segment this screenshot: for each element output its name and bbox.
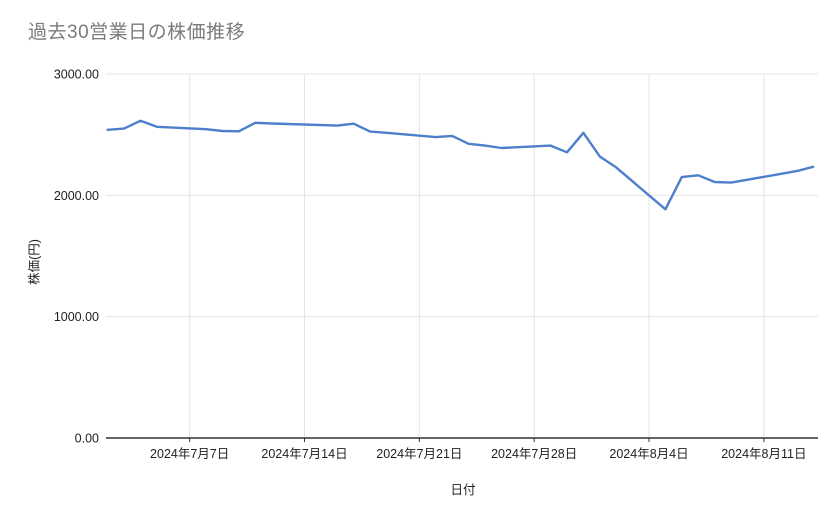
x-tick-label: 2024年7月14日 — [261, 447, 347, 461]
y-tick-label: 0.00 — [75, 432, 99, 446]
y-tick-label: 3000.00 — [54, 68, 99, 82]
x-tick-label: 2024年8月11日 — [721, 447, 806, 461]
stock-price-line — [106, 119, 815, 211]
y-tick-label: 2000.00 — [54, 189, 99, 203]
chart-title: 過去30営業日の株価推移 — [28, 22, 246, 43]
x-tick-label: 2024年7月7日 — [150, 447, 229, 461]
x-tick-label: 2024年7月21日 — [376, 447, 462, 461]
y-tick-label: 1000.00 — [54, 310, 99, 324]
x-tick-label: 2024年7月28日 — [491, 447, 577, 461]
x-axis-title: 日付 — [450, 483, 476, 497]
x-tick-label: 2024年8月4日 — [609, 447, 688, 461]
